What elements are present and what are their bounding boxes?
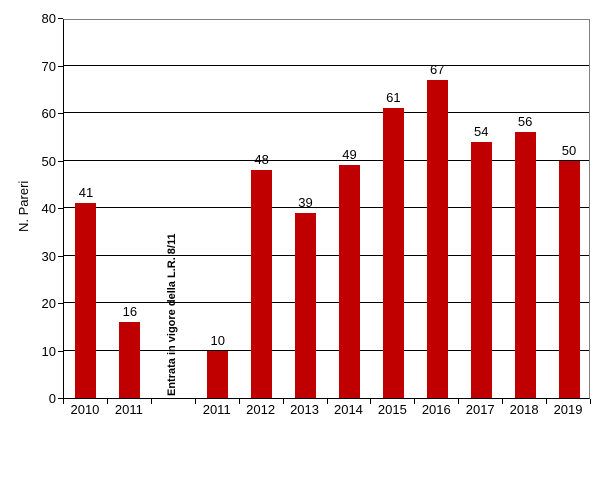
- y-tick-label: 20: [41, 296, 56, 311]
- x-axis-tick: [282, 399, 284, 404]
- plot-area: 41 16 10 48 39 49 61 67 54 56 50: [63, 19, 590, 399]
- x-tick-label: 2014: [333, 402, 363, 417]
- y-tick-label: 40: [41, 201, 56, 216]
- gridline: [64, 302, 589, 303]
- bar-value-label: 16: [122, 304, 138, 319]
- bar: [470, 141, 492, 398]
- y-axis-tick: [58, 65, 63, 67]
- bar: [251, 170, 273, 398]
- gridline: [64, 159, 589, 161]
- y-axis-tick: [58, 303, 63, 304]
- x-tick-label: 2018: [509, 402, 539, 417]
- gridline: [64, 349, 589, 351]
- x-axis-tick: [326, 399, 328, 404]
- y-axis-tick: [58, 113, 63, 114]
- bar-value-label: 41: [78, 185, 94, 201]
- y-tick-label: 80: [41, 11, 56, 26]
- bar: [514, 132, 536, 398]
- x-tick-label: 2017: [465, 402, 495, 417]
- bar-value-label: 61: [386, 90, 401, 106]
- x-axis-tick: [150, 399, 152, 404]
- bar-value-label: 54: [473, 123, 489, 139]
- bar: [207, 350, 229, 398]
- bar: [295, 212, 317, 398]
- y-tick-label: 60: [41, 106, 56, 121]
- y-tick-label: 0: [48, 391, 56, 406]
- gridline: [64, 64, 589, 66]
- y-tick-label: 10: [41, 343, 56, 359]
- bar: [75, 203, 97, 398]
- x-axis-tick: [414, 399, 416, 404]
- y-tick-label: 70: [41, 58, 56, 74]
- bar: [338, 165, 360, 398]
- y-axis-tick: [58, 208, 63, 209]
- y-axis-tick: [58, 398, 63, 399]
- x-tick-label: 2019: [553, 402, 583, 417]
- y-tick-label: 30: [41, 248, 56, 264]
- x-tick-label: 2013: [290, 402, 319, 417]
- x-axis-tick: [502, 399, 504, 404]
- bar: [558, 160, 580, 398]
- x-axis-tick: [238, 399, 240, 404]
- bar-value-label: 67: [430, 61, 445, 77]
- x-axis-tick: [546, 399, 548, 404]
- x-axis-tick: [458, 399, 460, 404]
- annotation-label: Entrata in vigore della L.R. 8/11: [166, 233, 179, 396]
- bar-value-label: 50: [561, 142, 577, 158]
- x-tick-label: 2010: [70, 402, 100, 417]
- x-axis-tick: [63, 399, 64, 404]
- bar-value-label: 49: [342, 147, 357, 163]
- y-axis-tick: [58, 350, 63, 352]
- bar-value-label: 10: [210, 332, 225, 348]
- x-tick-label: 2012: [246, 402, 276, 417]
- y-axis-tick: [58, 18, 63, 19]
- bar-value-label: 56: [517, 114, 533, 129]
- x-axis-tick: [590, 399, 591, 404]
- x-axis-tick: [106, 399, 108, 404]
- gridline: [64, 254, 589, 256]
- gridline: [64, 112, 589, 113]
- y-axis-tick: [58, 160, 63, 162]
- bar-value-label: 48: [254, 152, 269, 167]
- bar: [426, 79, 448, 398]
- x-axis-tick: [194, 399, 196, 404]
- bar: [119, 322, 141, 398]
- x-axis-tick: [370, 399, 372, 404]
- bar-value-label: 39: [298, 194, 313, 210]
- y-tick-label: 50: [41, 153, 56, 169]
- gridline: [64, 207, 589, 208]
- x-tick-label: 2011: [202, 402, 231, 417]
- y-axis-tick: [58, 255, 63, 257]
- x-tick-label: 2016: [421, 402, 451, 417]
- x-tick-label: 2015: [377, 402, 407, 417]
- bar: [382, 108, 404, 398]
- x-tick-label: 2011: [114, 402, 143, 417]
